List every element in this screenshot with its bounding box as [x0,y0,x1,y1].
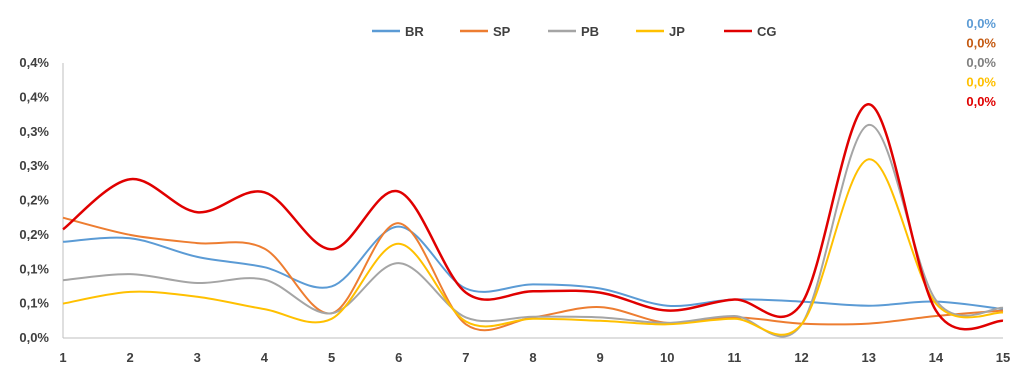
x-tick-label: 12 [794,350,808,365]
x-tick-label: 3 [194,350,201,365]
y-tick-label: 0,4% [19,55,49,70]
annotation-value: 0,0% [966,16,996,31]
x-tick-label: 8 [529,350,536,365]
legend: BR SP PB JP CG [372,24,777,39]
y-tick-label: 0,4% [19,89,49,104]
annotations: 0,0% 0,0% 0,0% 0,0% 0,0% [966,16,996,109]
series-line-br [62,225,1004,311]
series-line-pb [62,123,1004,338]
legend-label: CG [757,24,777,39]
legend-item-br: BR [372,24,424,39]
x-tick-label: 2 [127,350,134,365]
series-line-jp [62,158,1004,336]
legend-item-sp: SP [460,24,511,39]
x-tick-label: 13 [861,350,875,365]
legend-item-pb: PB [548,24,599,39]
legend-item-jp: JP [636,24,685,39]
x-tick-label: 15 [996,350,1010,365]
x-tick-label: 14 [929,350,944,365]
legend-label: JP [669,24,685,39]
x-tick-label: 11 [728,350,742,365]
legend-item-cg: CG [724,24,777,39]
legend-label: BR [405,24,424,39]
axes [62,63,1003,339]
x-tick-label: 1 [59,350,66,365]
x-tick-label: 9 [597,350,604,365]
y-tick-label: 0,3% [19,124,49,139]
y-tick-label: 0,1% [19,296,49,311]
y-tick-label: 0,2% [19,227,49,242]
legend-label: PB [581,24,599,39]
annotation-value: 0,0% [966,55,996,70]
y-tick-label: 0,3% [19,158,49,173]
x-tick-label: 6 [395,350,402,365]
y-tick-label: 0,0% [19,330,49,345]
series-line-cg [62,103,1004,331]
annotation-value: 0,0% [966,36,996,51]
y-tick-label: 0,1% [19,261,49,276]
series-lines [62,103,1004,338]
series-line-sp [62,216,1004,332]
annotation-value: 0,0% [966,75,996,90]
y-axis-ticks: 0,0% 0,1% 0,1% 0,2% 0,2% 0,3% 0,3% 0,4% 0,4% [19,55,49,345]
y-tick-label: 0,2% [19,193,49,208]
x-tick-label: 10 [660,350,674,365]
x-tick-label: 7 [462,350,469,365]
x-tick-label: 4 [261,350,269,365]
annotation-value: 0,0% [966,94,996,109]
legend-label: SP [493,24,511,39]
x-tick-label: 5 [328,350,335,365]
x-axis-ticks: 1 2 3 4 5 6 7 8 9 10 11 12 13 14 15 [59,350,1010,365]
